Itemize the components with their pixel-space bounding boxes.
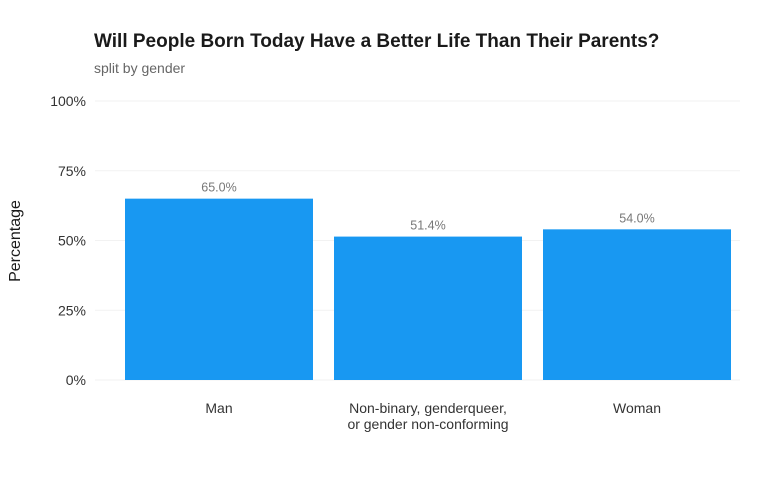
- bars: [125, 198, 731, 380]
- y-tick-label: 75%: [58, 163, 86, 179]
- y-tick-label: 50%: [58, 233, 86, 249]
- y-tick-label: 100%: [50, 93, 86, 109]
- y-axis-title: Percentage: [7, 200, 24, 282]
- data-label: 54.0%: [619, 211, 654, 225]
- bar: [543, 229, 731, 380]
- x-category-label: Woman: [613, 400, 661, 416]
- x-category-label: Man: [205, 400, 232, 416]
- bar: [334, 236, 522, 380]
- y-axis-ticks: 0% 25% 50% 75% 100%: [50, 93, 86, 388]
- y-tick-label: 25%: [58, 302, 86, 318]
- y-tick-label: 0%: [66, 372, 86, 388]
- chart-subtitle: split by gender: [94, 60, 186, 76]
- x-category-label: Non-binary, genderqueer, or gender non-co…: [347, 400, 508, 432]
- x-axis-categories: Man Non-binary, genderqueer, or gender non…: [205, 400, 661, 432]
- data-label: 51.4%: [410, 219, 445, 233]
- chart-title: Will People Born Today Have a Better Lif…: [94, 31, 660, 52]
- data-labels: 65.0% 51.4% 54.0%: [201, 181, 654, 233]
- data-label: 65.0%: [201, 181, 236, 195]
- bar: [125, 198, 313, 380]
